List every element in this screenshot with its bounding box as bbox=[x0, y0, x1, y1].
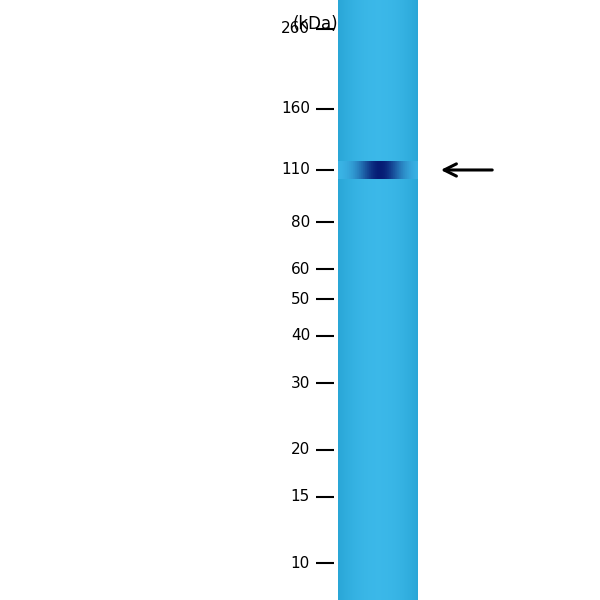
Text: 260: 260 bbox=[281, 22, 310, 37]
Text: 160: 160 bbox=[281, 101, 310, 116]
Text: 30: 30 bbox=[290, 376, 310, 391]
Text: (kDa): (kDa) bbox=[292, 14, 338, 32]
Text: 20: 20 bbox=[291, 442, 310, 457]
Text: 15: 15 bbox=[291, 490, 310, 505]
Text: 10: 10 bbox=[291, 556, 310, 571]
Text: 50: 50 bbox=[291, 292, 310, 307]
Text: 60: 60 bbox=[290, 262, 310, 277]
Text: 80: 80 bbox=[291, 215, 310, 230]
Text: 40: 40 bbox=[291, 328, 310, 343]
Text: 110: 110 bbox=[281, 163, 310, 178]
